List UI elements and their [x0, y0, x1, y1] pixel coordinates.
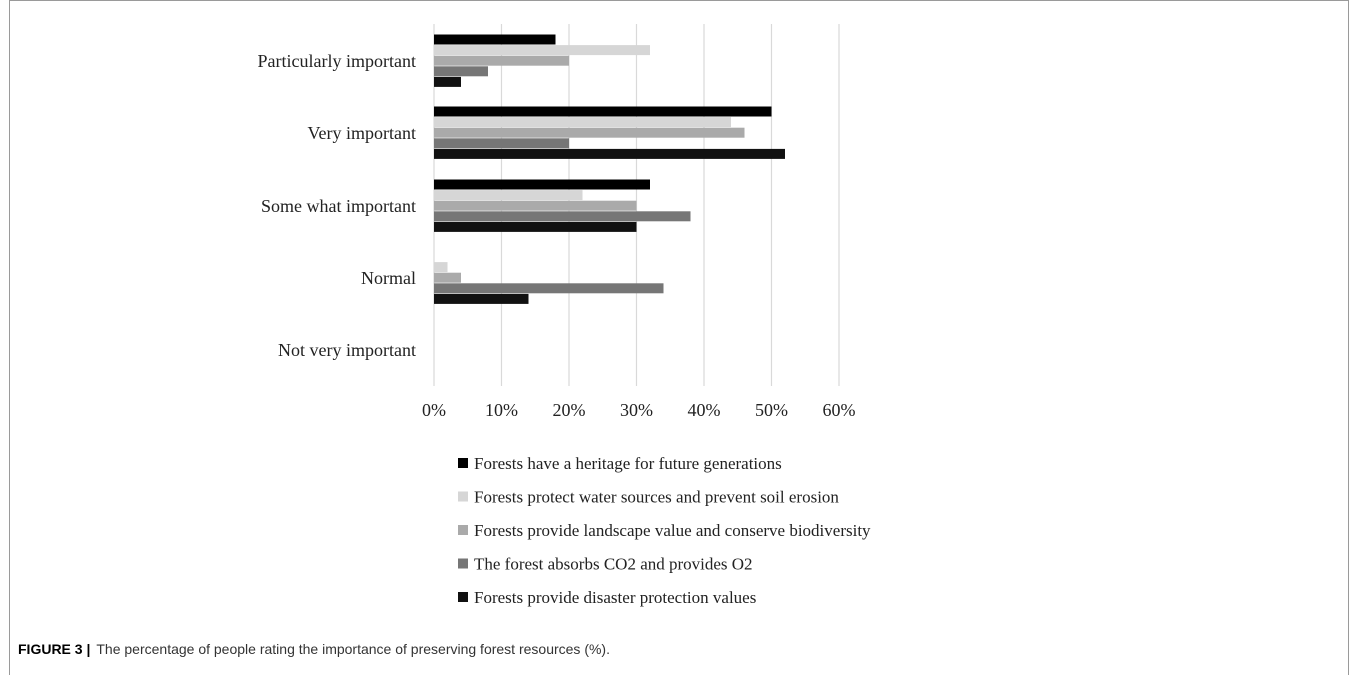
legend-label: Forests have a heritage for future gener…: [474, 454, 782, 473]
bar: [434, 66, 488, 77]
bar: [434, 283, 664, 294]
bar: [434, 76, 461, 87]
legend-label: Forests provide disaster protection valu…: [474, 588, 756, 607]
category-label: Not very important: [278, 340, 416, 360]
bar-chart: Particularly important Very important Some…: [258, 24, 871, 607]
bar: [434, 55, 569, 66]
bar: [434, 34, 556, 45]
legend-swatch: [458, 558, 468, 569]
bar: [434, 179, 650, 190]
legend-label: The forest absorbs CO2 and provides O2: [474, 555, 753, 574]
legend-swatch: [458, 525, 468, 535]
x-tick-label: 60%: [823, 400, 856, 420]
bar: [434, 190, 583, 201]
bars: [434, 34, 785, 304]
legend-label: Forests protect water sources and preven…: [474, 488, 839, 507]
bar: [434, 293, 529, 304]
bar: [434, 127, 745, 138]
x-tick-label: 50%: [755, 400, 788, 420]
caption-label: FIGURE 3 |: [18, 641, 91, 657]
bar: [434, 138, 569, 149]
x-tick-label: 40%: [688, 400, 721, 420]
x-tick-label: 30%: [620, 400, 653, 420]
bar: [434, 211, 691, 222]
legend-swatch: [458, 458, 468, 468]
legend: Forests have a heritage for future gener…: [458, 454, 871, 607]
bar: [434, 117, 731, 128]
category-labels: Particularly important Very important Some…: [258, 51, 416, 360]
category-label: Very important: [308, 123, 416, 143]
x-tick-labels: 0% 10% 20% 30% 40% 50% 60%: [422, 400, 856, 420]
figure-caption: FIGURE 3 | The percentage of people ratin…: [18, 641, 610, 657]
caption-text: The percentage of people rating the impo…: [96, 641, 610, 657]
x-tick-label: 20%: [553, 400, 586, 420]
bar: [434, 106, 772, 117]
legend-swatch: [458, 592, 468, 602]
x-tick-label: 10%: [485, 400, 518, 420]
legend-swatch: [458, 491, 468, 502]
bar: [434, 262, 448, 273]
bar: [434, 148, 785, 159]
x-tick-label: 0%: [422, 400, 446, 420]
bar: [434, 272, 461, 283]
category-label: Particularly important: [258, 51, 416, 71]
category-label: Some what important: [261, 196, 416, 216]
figure-frame: [9, 0, 1349, 675]
legend-label: Forests provide landscape value and cons…: [474, 521, 871, 540]
bar: [434, 221, 637, 232]
bar: [434, 200, 637, 211]
bar: [434, 45, 650, 56]
category-label: Normal: [361, 268, 416, 288]
